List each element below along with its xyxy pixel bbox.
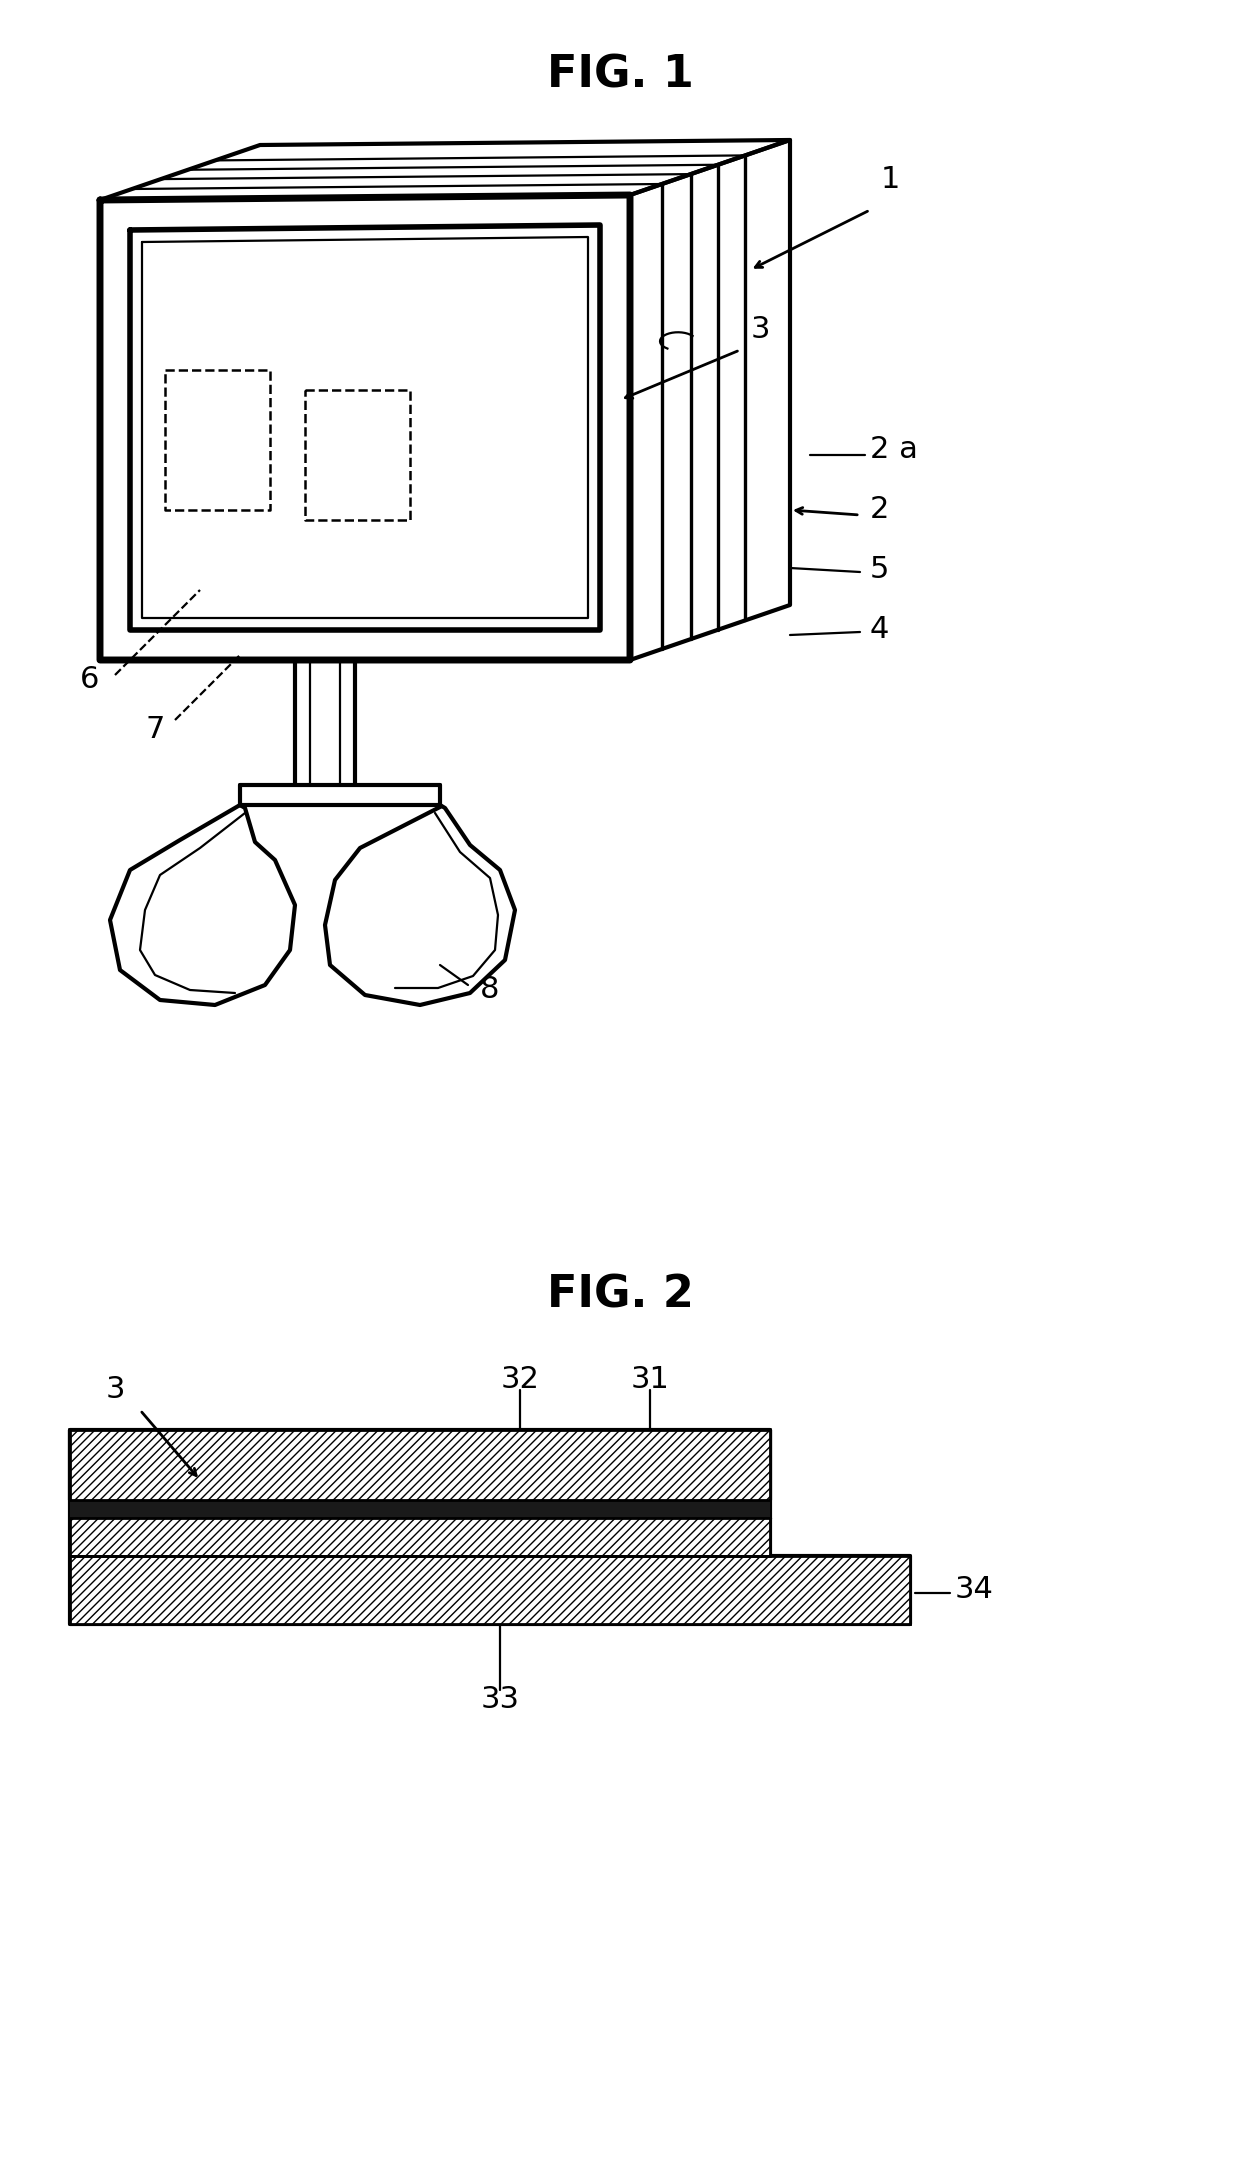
Text: 31: 31 [631,1366,670,1394]
Bar [69,1501,770,1518]
Bar [69,1555,910,1625]
Bar [69,1518,770,1555]
Text: 32: 32 [501,1366,539,1394]
Text: 6: 6 [81,666,99,695]
Text: FIG. 2: FIG. 2 [547,1274,693,1316]
Text: 8: 8 [480,976,500,1004]
Bar [69,1431,770,1501]
Text: 34: 34 [955,1575,994,1605]
Bar [69,1431,770,1501]
Text: 4: 4 [870,616,889,645]
Text: 7: 7 [145,717,165,745]
Bar [69,1555,910,1625]
Text: 5: 5 [870,555,889,584]
Text: 2 a: 2 a [870,436,918,464]
Text: 3: 3 [105,1376,125,1405]
Text: 33: 33 [481,1686,520,1714]
Text: 2: 2 [870,497,889,525]
Text: 1: 1 [880,166,900,194]
Bar [69,1518,770,1555]
Text: 3: 3 [750,316,770,344]
Text: FIG. 1: FIG. 1 [547,54,693,96]
